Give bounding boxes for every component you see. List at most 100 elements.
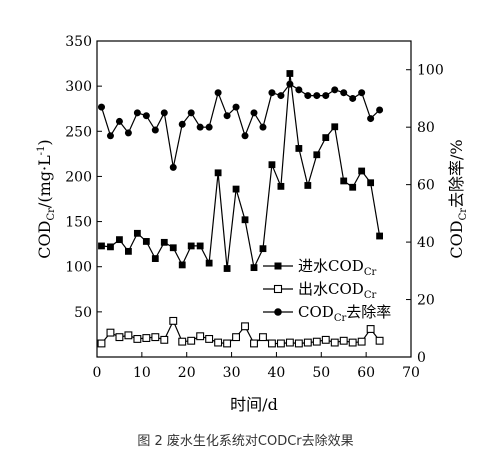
left-y-tick-label: 200 [65, 169, 92, 185]
data-point-effluent [133, 334, 142, 343]
data-point-influent [286, 70, 294, 77]
left-y-tick-label: 300 [65, 79, 92, 95]
data-point-influent [367, 179, 375, 187]
data-point-influent [295, 145, 303, 152]
data-point-removal [196, 123, 204, 131]
data-point-effluent [187, 336, 196, 345]
data-point-removal [322, 92, 330, 100]
data-point-removal [151, 126, 159, 134]
data-point-effluent [285, 338, 294, 347]
data-point-effluent [214, 338, 223, 347]
legend-label-influent: 进水CODCr [298, 257, 376, 278]
data-point-removal [376, 106, 384, 114]
data-point-removal [349, 94, 357, 102]
right-y-tick-label: 100 [417, 63, 444, 79]
series-effluent [97, 316, 384, 348]
legend: 进水CODCr 出水CODCr CODCr去除率 [263, 257, 391, 324]
x-tick-label: 10 [133, 365, 151, 381]
data-point-influent [125, 247, 132, 255]
data-point-effluent [142, 334, 151, 342]
data-point-effluent [339, 336, 348, 345]
data-point-effluent [267, 339, 276, 348]
data-point-removal [304, 92, 312, 100]
data-point-influent [178, 261, 186, 269]
data-point-removal [223, 112, 231, 120]
x-tick-label: 30 [223, 365, 241, 381]
data-point-effluent [97, 339, 106, 348]
data-point-influent [98, 242, 105, 250]
data-point-influent [241, 216, 249, 224]
left-y-axis-title-sup: -1 [36, 146, 47, 156]
data-point-removal [178, 120, 186, 128]
x-tick-label: 60 [357, 365, 375, 381]
data-point-effluent [375, 336, 384, 345]
right-y-tick-label: 40 [417, 235, 435, 251]
right-y-tick-label: 20 [417, 293, 435, 309]
data-point-influent [340, 177, 348, 185]
data-point-effluent [205, 334, 214, 343]
left-y-axis-title-main: COD [35, 221, 54, 259]
x-tick-label: 0 [93, 365, 102, 381]
data-point-removal [169, 163, 177, 171]
x-tick-label: 40 [268, 365, 286, 381]
data-point-influent [349, 183, 357, 191]
data-point-effluent [321, 335, 330, 344]
data-point-effluent [276, 339, 285, 348]
right-y-tick-label: 0 [417, 350, 426, 366]
data-point-influent [313, 151, 321, 159]
data-point-effluent [178, 337, 187, 346]
data-point-effluent [357, 337, 366, 346]
data-point-influent [358, 167, 366, 175]
data-point-removal [241, 132, 249, 140]
data-point-removal [313, 92, 321, 100]
right-y-tick-label: 80 [417, 120, 435, 136]
legend-item-influent: 进水CODCr [263, 257, 376, 278]
data-point-effluent [259, 333, 267, 342]
x-tick-label: 70 [402, 365, 420, 381]
left-y-tick-label: 50 [74, 305, 92, 321]
data-point-influent [331, 123, 339, 131]
data-point-effluent [151, 333, 160, 342]
data-point-influent [116, 236, 123, 244]
data-point-effluent [169, 316, 178, 325]
x-tick-label: 50 [312, 365, 330, 381]
legend-marker-removal [274, 308, 282, 316]
data-point-influent [322, 134, 330, 142]
data-point-effluent [160, 335, 169, 344]
data-point-removal [358, 89, 366, 97]
data-point-removal [331, 86, 339, 94]
left-y-tick-label: 150 [65, 215, 92, 231]
data-point-removal [214, 89, 222, 97]
data-point-influent [142, 238, 150, 245]
data-point-effluent [223, 339, 232, 348]
data-point-removal [124, 129, 132, 137]
data-point-removal [142, 112, 150, 120]
data-point-influent [133, 229, 141, 237]
data-point-effluent [348, 338, 357, 347]
legend-item-removal: CODCr去除率 [263, 303, 391, 324]
data-point-removal [286, 80, 294, 88]
data-point-removal [295, 86, 303, 94]
left-y-tick-label: 350 [65, 34, 92, 50]
data-point-removal [259, 123, 267, 131]
data-point-effluent [124, 331, 133, 340]
data-point-effluent [250, 339, 258, 348]
data-point-influent [223, 265, 231, 272]
series-layer [97, 70, 384, 348]
data-point-influent [214, 169, 222, 177]
left-y-axis-title-rest: /(mg·L [35, 155, 54, 208]
data-point-influent [304, 182, 312, 189]
data-point-effluent [330, 338, 339, 347]
data-point-removal [268, 89, 276, 97]
data-point-removal [232, 103, 240, 111]
data-point-effluent [196, 332, 205, 341]
legend-label-effluent: 出水CODCr [298, 280, 376, 301]
left-y-axis-title-sub: Cr [46, 208, 57, 221]
legend-marker-effluent [273, 284, 283, 294]
x-axis-ticks: 0 10 20 30 40 50 60 70 [93, 352, 420, 381]
left-y-axis-ticks: 50 100 150 200 250 300 350 [65, 34, 102, 321]
right-y-axis-title: CODCr去除率/% [447, 139, 469, 258]
data-point-removal [106, 132, 114, 140]
data-point-removal [97, 103, 105, 111]
